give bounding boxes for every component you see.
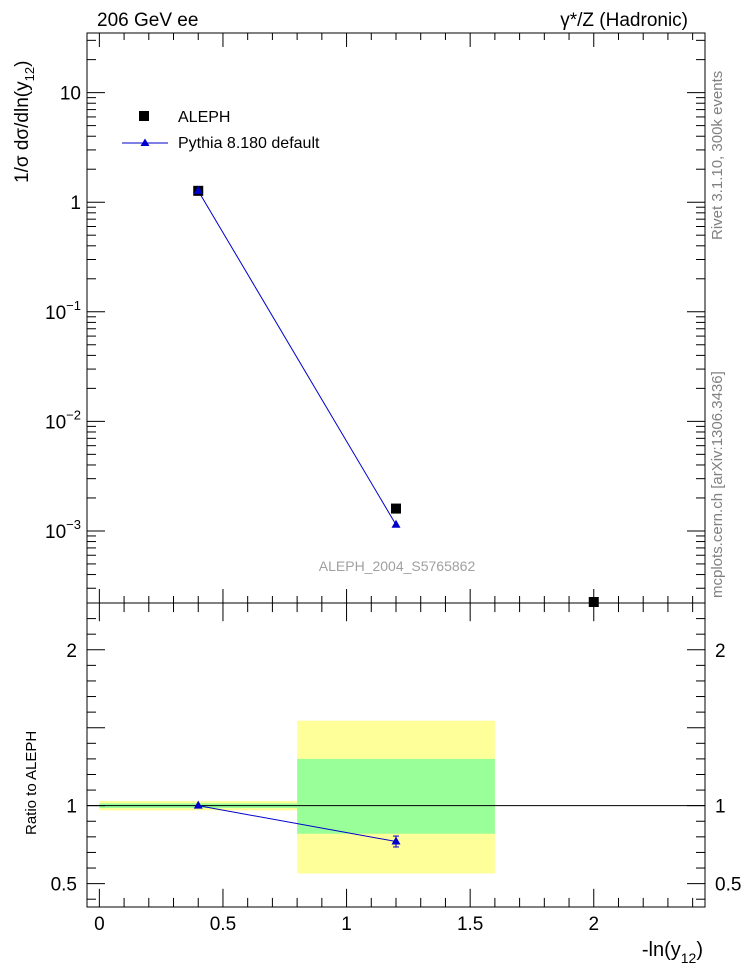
ratio-ytick-label: 1: [66, 797, 77, 818]
header-right-label: γ*/Z (Hadronic): [560, 10, 688, 31]
main-ylabel: 1/σ dσ/dln(y12): [12, 61, 37, 183]
main-ylabel-sub: 12: [22, 67, 37, 81]
x-tick-label: 0.5: [210, 914, 236, 935]
main-ytick-base: 10: [45, 303, 66, 324]
main-ytick-exp: −3: [66, 517, 81, 532]
aleph-point: [391, 503, 401, 514]
main-ytick-base: 1: [70, 193, 81, 214]
main-ytick-base: 10: [60, 84, 81, 105]
main-ytick-exp: −1: [66, 298, 81, 313]
legend-label-pythia: Pythia 8.180 default: [178, 135, 320, 152]
main-ytick-label: 10: [60, 84, 81, 105]
main-ytick-base: 10: [45, 412, 66, 433]
main-ytick-label: 1: [70, 193, 81, 214]
header-left-label: 206 GeV ee: [97, 10, 198, 31]
x-tick-label: 0: [94, 914, 105, 935]
x-axis-label-close: ): [696, 939, 703, 961]
legend-marker-aleph: [139, 111, 149, 121]
ratio-ytick-label-right: 0.5: [715, 875, 741, 896]
ratio-ytick-label-right: 2: [715, 641, 726, 662]
main-ytick-exp: −2: [66, 407, 81, 422]
rivet-label: Rivet 3.1.10, 300k events: [709, 71, 726, 240]
legend-label-aleph: ALEPH: [178, 109, 230, 126]
ratio-ytick-label: 2: [66, 641, 77, 662]
ratio-point: [193, 800, 203, 809]
x-tick-label: 1.5: [457, 914, 483, 935]
ratio-ytick-label: 0.5: [51, 875, 77, 896]
ratio-point: [391, 836, 401, 845]
ratio-line: [198, 805, 397, 843]
x-tick-label: 2: [588, 914, 599, 935]
band-stat-1: [297, 758, 495, 834]
x-axis-label-sub: 12: [681, 950, 697, 966]
mcplots-label: mcplots.cern.ch [arXiv:1306.3436]: [709, 371, 726, 598]
main-ytick-label: 10−1: [45, 298, 81, 324]
analysis-watermark: ALEPH_2004_S5765862: [319, 558, 476, 574]
main-ytick-label: 10−3: [45, 517, 81, 543]
legend: ALEPH Pythia 8.180 default: [122, 109, 320, 152]
ratio-ylabel: Ratio to ALEPH: [23, 731, 40, 835]
legend-marker-pythia: [140, 138, 150, 146]
main-ytick-base: 10: [45, 522, 66, 543]
x-axis-label: -ln(y12): [642, 939, 703, 966]
ratio-panel: 0 0.5 1 1.5 2 0.5 0.5 1 1 2 2: [51, 602, 741, 935]
ratio-ytick-label-right: 1: [715, 797, 726, 818]
pythia-line: [197, 190, 397, 525]
main-ylabel-close: ): [12, 61, 33, 67]
x-tick-label: 1: [341, 914, 352, 935]
main-ytick-label: 10−2: [45, 407, 81, 433]
aleph-point: [588, 597, 599, 607]
pythia-point: [391, 519, 401, 528]
pythia-point: [193, 185, 203, 194]
